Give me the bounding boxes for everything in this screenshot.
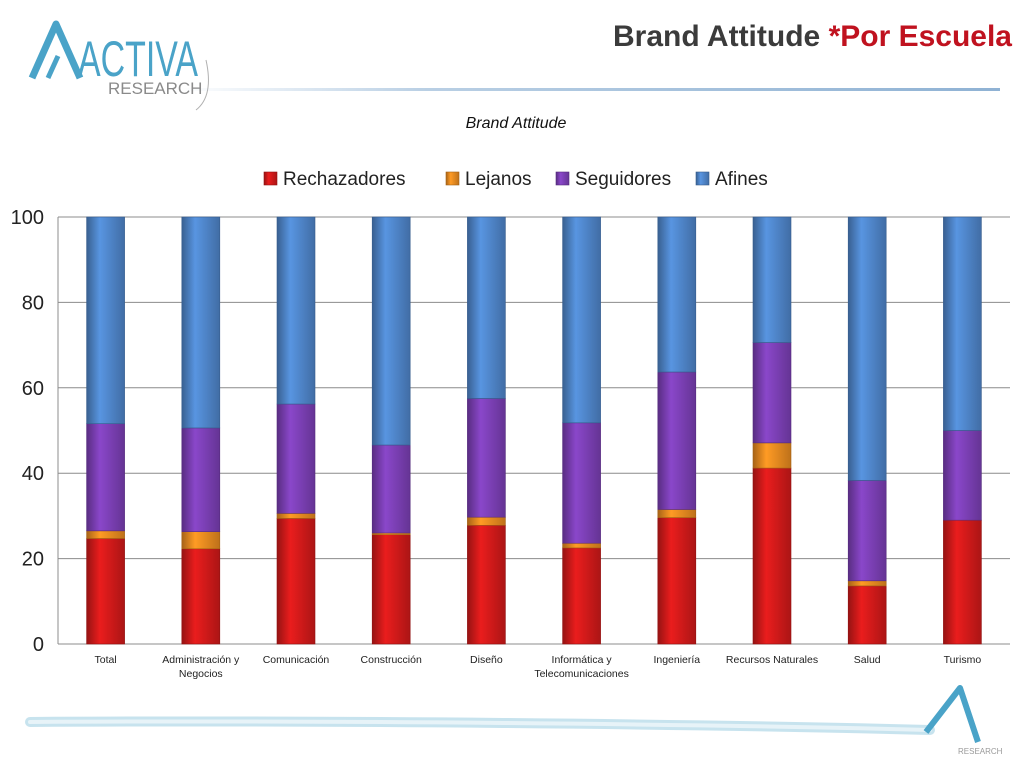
bar-rechazadores: [943, 519, 982, 645]
x-category-label: Informática y: [552, 654, 613, 666]
y-tick-label: 100: [11, 207, 44, 229]
data-labels: 24,71,825,148,422,3424,349,429,41,225,64…: [91, 276, 971, 627]
bar-afines: [276, 216, 316, 405]
bar-seguidores: [847, 480, 887, 582]
bar-afines: [86, 216, 125, 424]
x-category-label: Comunicación: [263, 654, 330, 666]
bar-rechazadores: [562, 547, 601, 645]
footer-logo-subtext: RESEARCH: [958, 747, 1003, 756]
bar-lejanos: [752, 442, 792, 469]
x-category-label: Total: [95, 654, 117, 666]
bar-seguidores: [562, 422, 601, 544]
bar-rechazadores: [847, 585, 887, 645]
bar-rechazadores: [276, 518, 316, 645]
chart-legend: Rechazadores Lejanos Seguidores Afines: [263, 169, 768, 190]
x-axis: Total Administración y Negocios Comunicació…: [95, 654, 982, 680]
page-title: Brand Attitude *Por Escuela: [613, 20, 1012, 54]
logo-subtext: RESEARCH: [108, 79, 202, 98]
bar-seguidores: [86, 423, 125, 532]
y-tick-label: 60: [22, 378, 44, 400]
chart-bars: 24,71,825,148,422,3424,349,429,41,225,64…: [86, 216, 982, 645]
bar-seguidores: [181, 427, 221, 532]
bar-rechazadores: [752, 467, 792, 645]
bar-afines: [181, 216, 221, 429]
bar-lejanos: [562, 542, 601, 549]
legend-label: Lejanos: [465, 169, 532, 190]
bar-afines: [943, 216, 982, 431]
brand-attitude-chart: Brand Attitude Rechazadores Lejanos Seguid…: [11, 115, 1010, 680]
bar-rechazadores: [371, 534, 411, 645]
legend-swatch: [445, 171, 460, 186]
legend-item-lejanos: Lejanos: [445, 169, 532, 190]
bar-afines: [562, 216, 601, 424]
x-category-label: Salud: [854, 654, 881, 666]
bar-seguidores: [276, 403, 316, 514]
bar-seguidores: [657, 371, 697, 510]
bar-seguidores: [752, 342, 792, 444]
bar-afines: [847, 216, 887, 481]
x-category-label: Negocios: [179, 668, 223, 680]
footer-logo: RESEARCH: [25, 685, 1003, 756]
header-divider: [180, 88, 1000, 91]
chart-title: Brand Attitude: [466, 115, 567, 132]
x-category-label: Construcción: [361, 654, 422, 666]
bar-seguidores: [943, 430, 982, 521]
x-category-label: Recursos Naturales: [726, 654, 818, 666]
y-tick-label: 20: [22, 549, 44, 571]
bar-seguidores: [371, 444, 411, 534]
bar-rechazadores: [467, 524, 506, 645]
legend-item-rechazadores: Rechazadores: [263, 169, 406, 190]
bar-lejanos: [657, 509, 697, 518]
legend-item-afines: Afines: [695, 169, 768, 190]
legend-swatch: [263, 171, 278, 186]
bar-afines: [371, 216, 411, 446]
page-title-accent: *Por Escuela: [828, 20, 1012, 53]
x-category-label: Telecomunicaciones: [534, 668, 629, 680]
logo-wordmark: ACTIVA: [78, 31, 198, 87]
bar-rechazadores: [181, 548, 221, 645]
bar-afines: [657, 216, 697, 373]
bar-seguidores: [467, 398, 506, 518]
y-tick-label: 40: [22, 463, 44, 485]
legend-swatch: [555, 171, 570, 186]
bar-rechazadores: [657, 517, 697, 645]
bar-afines: [467, 216, 506, 399]
y-tick-label: 0: [33, 634, 44, 656]
x-category-label: Diseño: [470, 654, 503, 666]
x-category-label: Administración y: [162, 654, 240, 666]
bar-rechazadores: [86, 538, 125, 645]
bar-afines: [752, 216, 792, 343]
legend-swatch: [695, 171, 710, 186]
legend-label: Rechazadores: [283, 169, 406, 190]
y-tick-label: 80: [22, 292, 44, 314]
activa-research-logo: ACTIVA RESEARCH: [28, 20, 209, 111]
legend-label: Seguidores: [575, 169, 671, 190]
bar-lejanos: [467, 516, 506, 526]
legend-item-seguidores: Seguidores: [555, 169, 671, 190]
legend-label: Afines: [715, 169, 768, 190]
bar-lejanos: [847, 580, 887, 587]
page-title-main: Brand Attitude: [613, 20, 829, 53]
bar-lejanos: [181, 531, 221, 550]
x-category-label: Turismo: [944, 654, 982, 666]
bar-lejanos: [86, 530, 125, 539]
x-category-label: Ingeniería: [653, 654, 700, 666]
bar-lejanos: [276, 513, 316, 519]
